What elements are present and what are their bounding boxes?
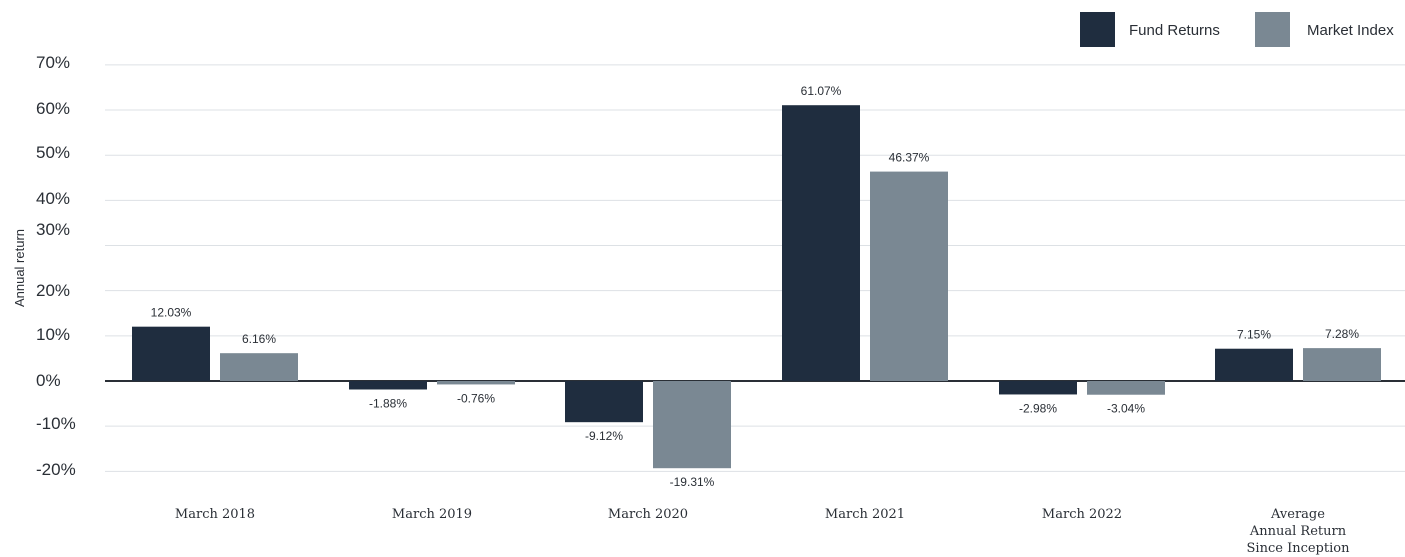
data-label: -0.76% [457,391,495,405]
data-label: 7.28% [1325,327,1359,341]
bar-fund-returns [999,381,1077,395]
bar-market-index [220,353,298,381]
bar-fund-returns [132,326,210,381]
y-tick-label: 40% [36,189,70,208]
bar-fund-returns [565,381,643,423]
category-label: March 2018 [175,507,255,522]
bar-market-index [437,381,515,385]
legend-swatch-fund-returns [1080,12,1115,47]
y-tick-label: 50% [36,143,70,162]
data-label: -3.04% [1107,402,1145,416]
bar-market-index [653,381,731,469]
y-tick-label: 70% [36,53,70,72]
bar-market-index [870,171,948,381]
data-label: 6.16% [242,332,276,346]
category-label: Since Inception [1247,541,1351,556]
y-tick-label: -10% [36,414,76,433]
data-label: 46.37% [889,151,930,165]
category-label: March 2020 [608,507,688,522]
bar-fund-returns [1215,348,1293,381]
category-label: March 2021 [825,507,905,522]
data-label: -2.98% [1019,401,1057,415]
bar-fund-returns [349,381,427,390]
y-tick-label: 60% [36,99,70,118]
y-tick-label: 0% [36,371,61,390]
bar-market-index [1303,348,1381,381]
y-tick-label: 20% [36,281,70,300]
legend: Fund Returns Market Index [1080,12,1394,47]
y-tick-label: 30% [36,220,70,239]
y-axis-label: Annual return [12,229,27,307]
legend-label-market-index: Market Index [1307,22,1394,39]
data-labels: 12.03% -1.88% -9.12% 61.07% -2.98% 7.15% 6.16%… [151,84,1360,489]
category-label: Average [1270,507,1325,522]
category-label: Annual Return [1249,524,1347,539]
y-tick-label: -20% [36,460,76,479]
bar-fund-returns [782,105,860,381]
category-label: March 2019 [392,507,472,522]
category-label: March 2022 [1042,507,1122,522]
data-label: 61.07% [801,84,842,98]
data-label: 7.15% [1237,328,1271,342]
y-tick-label: 10% [36,325,70,344]
y-axis-ticks: 70% 60% 50% 40% 30% 20% 10% 0% -10% -20% [36,53,76,479]
legend-swatch-market-index [1255,12,1290,47]
data-label: 12.03% [151,306,192,320]
data-label: -9.12% [585,429,623,443]
bar-market-index [1087,381,1165,395]
data-label: -1.88% [369,396,407,410]
bars [132,105,1381,469]
legend-label-fund-returns: Fund Returns [1129,22,1220,39]
x-axis-categories: March 2018 March 2019 March 2020 March 2021… [175,507,1350,556]
gridlines [105,64,1405,472]
data-label: -19.31% [670,475,715,489]
